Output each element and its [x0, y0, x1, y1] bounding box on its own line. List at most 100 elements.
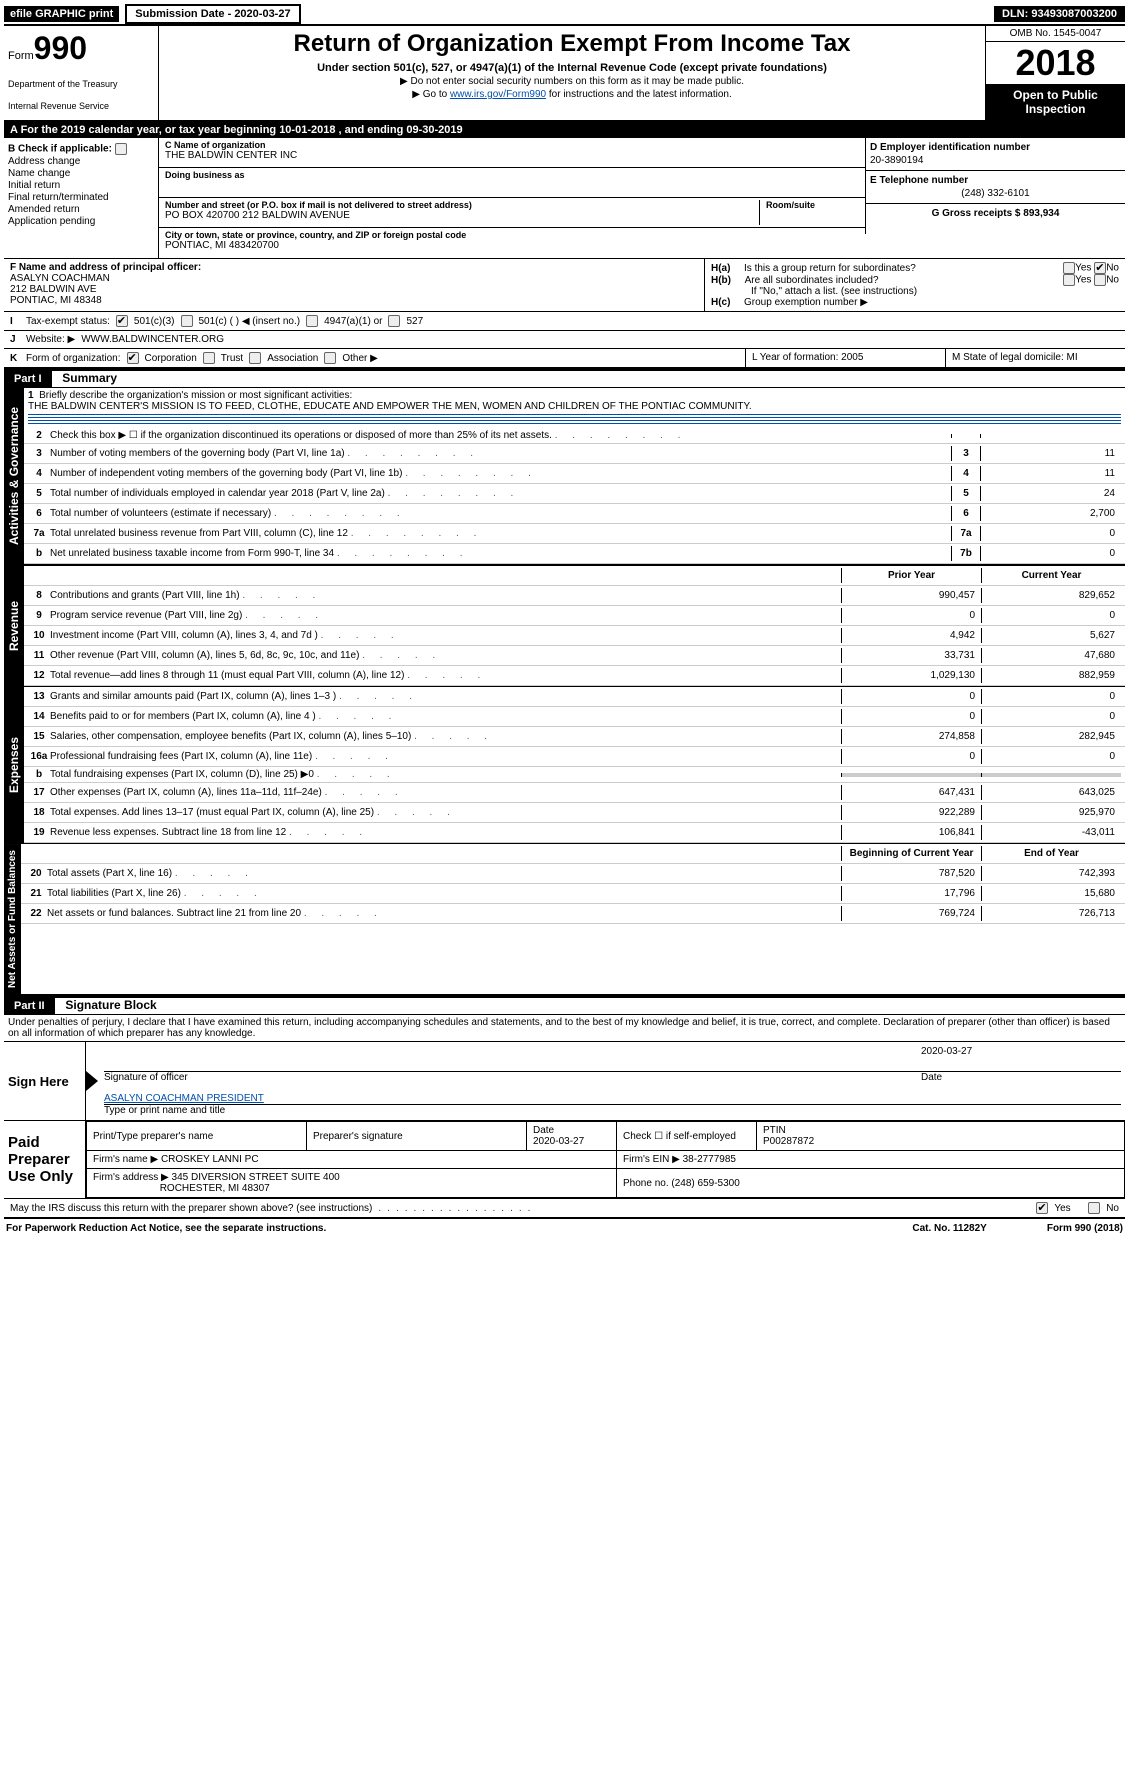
officer-name: ASALYN COACHMAN [10, 273, 698, 284]
501c-checkbox[interactable] [181, 315, 193, 327]
b-opt-2: Initial return [8, 180, 154, 191]
ha-yes-checkbox[interactable] [1063, 262, 1075, 274]
phone-label: Phone no. [623, 1178, 669, 1189]
vtab-net: Net Assets or Fund Balances [4, 844, 21, 994]
preparer-table: Print/Type preparer's name Preparer's si… [86, 1121, 1125, 1198]
ha-label: H(a) [711, 263, 730, 274]
discuss-no-checkbox[interactable] [1088, 1202, 1100, 1214]
table-row: bTotal fundraising expenses (Part IX, co… [24, 767, 1125, 783]
paid-preparer-label: Paid Preparer Use Only [4, 1121, 86, 1198]
table-row: 22Net assets or fund balances. Subtract … [21, 904, 1125, 924]
table-row: 19Revenue less expenses. Subtract line 1… [24, 823, 1125, 843]
row-j: J Website: ▶ WWW.BALDWINCENTER.ORG [4, 331, 1125, 348]
city-state-zip: PONTIAC, MI 483420700 [165, 240, 859, 251]
row-k: K Form of organization: Corporation Trus… [4, 349, 745, 367]
officer-printed-name[interactable]: ASALYN COACHMAN PRESIDENT [104, 1093, 1121, 1104]
firm-addr-label: Firm's address ▶ [93, 1172, 169, 1183]
city-label: City or town, state or province, country… [165, 230, 859, 240]
prep-date-label: Date [533, 1125, 554, 1136]
footer-left: For Paperwork Reduction Act Notice, see … [6, 1223, 326, 1234]
part2-tab: Part II [4, 998, 55, 1014]
ha-no-checkbox[interactable] [1094, 262, 1106, 274]
footer: For Paperwork Reduction Act Notice, see … [4, 1219, 1125, 1238]
501c3-checkbox[interactable] [116, 315, 128, 327]
checkbox-icon[interactable] [115, 143, 127, 155]
open-inspection: Open to Public Inspection [986, 84, 1125, 120]
hb-yes-checkbox[interactable] [1063, 274, 1075, 286]
k-opt-3: Other ▶ [342, 353, 377, 364]
b-opt-5: Application pending [8, 216, 154, 227]
discuss-no: No [1106, 1203, 1119, 1214]
irs-link[interactable]: www.irs.gov/Form990 [450, 89, 546, 100]
table-row: 13Grants and similar amounts paid (Part … [24, 687, 1125, 707]
part2-tab-row: Part II Signature Block [4, 996, 1125, 1015]
officer-addr1: 212 BALDWIN AVE [10, 284, 698, 295]
b-opt-3: Final return/terminated [8, 192, 154, 203]
form-title: Return of Organization Exempt From Incom… [167, 30, 977, 58]
form-number: 990 [34, 30, 87, 66]
4947-checkbox[interactable] [306, 315, 318, 327]
k-text: Form of organization: [26, 353, 121, 364]
vtab-exp: Expenses [4, 687, 24, 843]
net-assets-section: Net Assets or Fund Balances Beginning of… [4, 844, 1125, 996]
part2-title: Signature Block [57, 998, 156, 1012]
firm-name-label: Firm's name ▶ [93, 1154, 158, 1165]
discuss-yes: Yes [1054, 1203, 1070, 1214]
row-l: L Year of formation: 2005 [745, 349, 945, 367]
table-row: 10Investment income (Part VIII, column (… [24, 626, 1125, 646]
firm-ein-label: Firm's EIN ▶ [623, 1154, 680, 1165]
row-a: A For the 2019 calendar year, or tax yea… [4, 122, 1125, 138]
table-row: 4Number of independent voting members of… [24, 464, 1125, 484]
table-row: 2Check this box ▶ ☐ if the organization … [24, 428, 1125, 444]
table-row: 6Total number of volunteers (estimate if… [24, 504, 1125, 524]
j-text: Website: ▶ [26, 334, 75, 345]
top-bar: efile GRAPHIC print Submission Date - 20… [4, 4, 1125, 24]
expenses-section: Expenses 13Grants and similar amounts pa… [4, 687, 1125, 844]
ha-no: No [1106, 263, 1119, 274]
table-row: 7aTotal unrelated business revenue from … [24, 524, 1125, 544]
corp-checkbox[interactable] [127, 352, 139, 364]
dln: DLN: 93493087003200 [994, 6, 1125, 22]
k-opt-2: Association [267, 353, 318, 364]
discuss-yes-checkbox[interactable] [1036, 1202, 1048, 1214]
block-b-label: B Check if applicable: [8, 143, 154, 155]
hb-no-checkbox[interactable] [1094, 274, 1106, 286]
ha-text: Is this a group return for subordinates? [744, 263, 916, 274]
mission-text: THE BALDWIN CENTER'S MISSION IS TO FEED,… [28, 401, 752, 412]
assoc-checkbox[interactable] [249, 352, 261, 364]
current-year-header: Current Year [981, 568, 1121, 583]
sign-here-label: Sign Here [4, 1042, 86, 1120]
form-header: Form990 Department of the Treasury Inter… [4, 24, 1125, 122]
table-row: 3Number of voting members of the governi… [24, 444, 1125, 464]
note2-post: for instructions and the latest informat… [546, 89, 732, 100]
table-row: bNet unrelated business taxable income f… [24, 544, 1125, 564]
firm-addr-val: 345 DIVERSION STREET SUITE 400 [172, 1172, 340, 1183]
firm-name-val: CROSKEY LANNI PC [161, 1154, 259, 1165]
i-text: Tax-exempt status: [26, 316, 110, 327]
part1-tab-row: Part I Summary [4, 369, 1125, 388]
hc-label: H(c) [711, 297, 730, 308]
hb-note: If "No," attach a list. (see instruction… [711, 286, 1119, 297]
section-b-block: B Check if applicable: Address change Na… [4, 138, 1125, 259]
officer-note: Type or print name and title [104, 1105, 1121, 1116]
e-label: E Telephone number [870, 175, 1121, 186]
other-checkbox[interactable] [324, 352, 336, 364]
phone-value: (248) 332-6101 [870, 188, 1121, 199]
table-row: 18Total expenses. Add lines 13–17 (must … [24, 803, 1125, 823]
trust-checkbox[interactable] [203, 352, 215, 364]
check-self: Check ☐ if self-employed [617, 1122, 757, 1151]
officer-h-row: F Name and address of principal officer:… [4, 259, 1125, 312]
k-opt-0: Corporation [145, 353, 197, 364]
b-opt-1: Name change [8, 168, 154, 179]
vtab-rev: Revenue [4, 565, 24, 686]
submission-date: Submission Date - 2020-03-27 [125, 4, 300, 24]
j-label: J [10, 334, 20, 345]
firm-ein-val: 38-2777985 [683, 1154, 736, 1165]
revenue-section: Revenue Prior Year Current Year 8Contrib… [4, 565, 1125, 687]
form-id: Form990 [8, 30, 154, 67]
sig-date: 2020-03-27 [921, 1046, 1121, 1057]
officer-addr2: PONTIAC, MI 48348 [10, 295, 698, 306]
527-checkbox[interactable] [388, 315, 400, 327]
penalty-text: Under penalties of perjury, I declare th… [4, 1015, 1125, 1041]
i-opt-1: 501(c) ( ) ◀ (insert no.) [199, 316, 301, 327]
